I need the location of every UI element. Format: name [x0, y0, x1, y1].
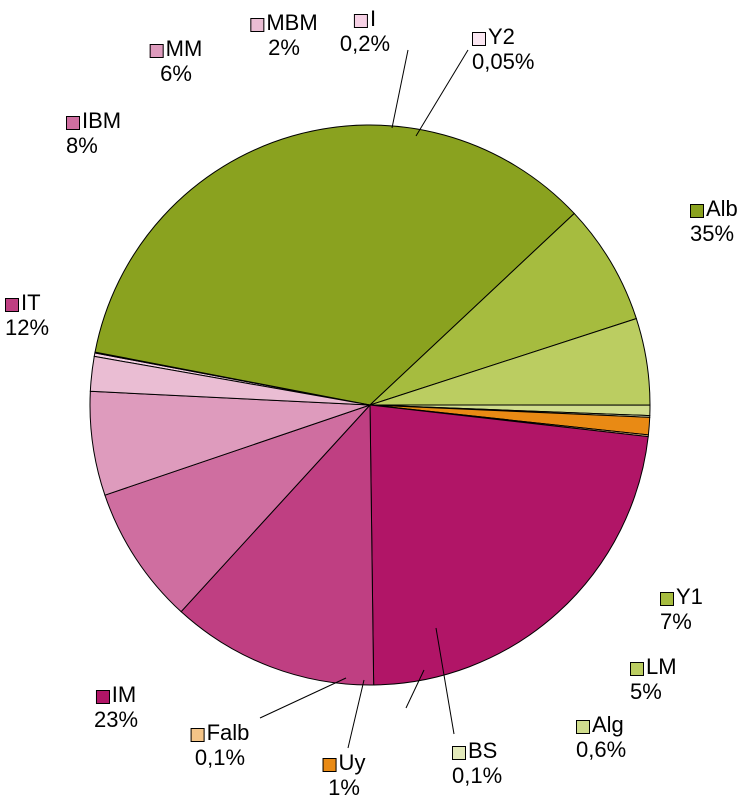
leader-line	[348, 680, 364, 748]
label-pct: 0,05%	[472, 49, 534, 74]
label-name: IM	[112, 682, 136, 707]
label-name: Y1	[676, 584, 703, 609]
label-I: I0,2%	[340, 6, 390, 57]
label-name: MM	[166, 36, 203, 61]
label-name: MBM	[266, 10, 317, 35]
label-Alg: Alg0,6%	[576, 712, 626, 763]
swatch-Uy	[323, 758, 337, 772]
label-IBM: IBM8%	[66, 108, 121, 159]
label-pct: 1%	[323, 775, 366, 800]
label-name: IBM	[82, 108, 121, 133]
swatch-I	[354, 14, 368, 28]
leader-line	[392, 50, 408, 128]
label-name: Alg	[592, 712, 624, 737]
label-pct: 2%	[250, 35, 317, 60]
leader-line	[416, 50, 468, 136]
label-pct: 0,1%	[452, 763, 502, 788]
swatch-Y2	[472, 32, 486, 46]
swatch-BS	[452, 746, 466, 760]
leader-line	[260, 678, 346, 718]
swatch-Alb	[690, 204, 704, 218]
label-name: Y2	[488, 24, 515, 49]
label-name: I	[370, 6, 376, 31]
label-Y2: Y20,05%	[472, 24, 534, 75]
label-pct: 12%	[5, 315, 49, 340]
label-name: Uy	[339, 750, 366, 775]
label-Y1: Y17%	[660, 584, 703, 635]
label-pct: 5%	[630, 679, 677, 704]
label-pct: 0,6%	[576, 737, 626, 762]
label-IT: IT12%	[5, 290, 49, 341]
swatch-Falb	[191, 728, 205, 742]
label-name: Alb	[706, 196, 738, 221]
pie-chart: I0,2%Y20,05%Alb35%Y17%LM5%Alg0,6%BS0,1%U…	[0, 0, 739, 811]
swatch-IT	[5, 298, 19, 312]
swatch-IM	[96, 690, 110, 704]
label-IM: IM23%	[94, 682, 138, 733]
swatch-Y1	[660, 592, 674, 606]
label-pct: 6%	[150, 61, 203, 86]
label-pct: 35%	[690, 221, 738, 246]
swatch-MBM	[250, 18, 264, 32]
label-name: Falb	[207, 720, 250, 745]
label-MM: MM6%	[150, 36, 203, 87]
label-pct: 8%	[66, 133, 121, 158]
label-Falb: Falb0,1%	[191, 720, 250, 771]
swatch-Alg	[576, 720, 590, 734]
label-BS: BS0,1%	[452, 738, 502, 789]
label-pct: 23%	[94, 707, 138, 732]
label-pct: 7%	[660, 609, 703, 634]
label-name: LM	[646, 654, 677, 679]
label-Alb: Alb35%	[690, 196, 738, 247]
label-name: IT	[21, 290, 41, 315]
label-LM: LM5%	[630, 654, 677, 705]
swatch-MM	[150, 44, 164, 58]
slice-IM	[370, 405, 648, 685]
label-MBM: MBM2%	[250, 10, 317, 61]
label-name: BS	[468, 738, 497, 763]
label-pct: 0,1%	[191, 745, 250, 770]
label-pct: 0,2%	[340, 31, 390, 56]
swatch-IBM	[66, 116, 80, 130]
label-Uy: Uy1%	[323, 750, 366, 801]
swatch-LM	[630, 662, 644, 676]
